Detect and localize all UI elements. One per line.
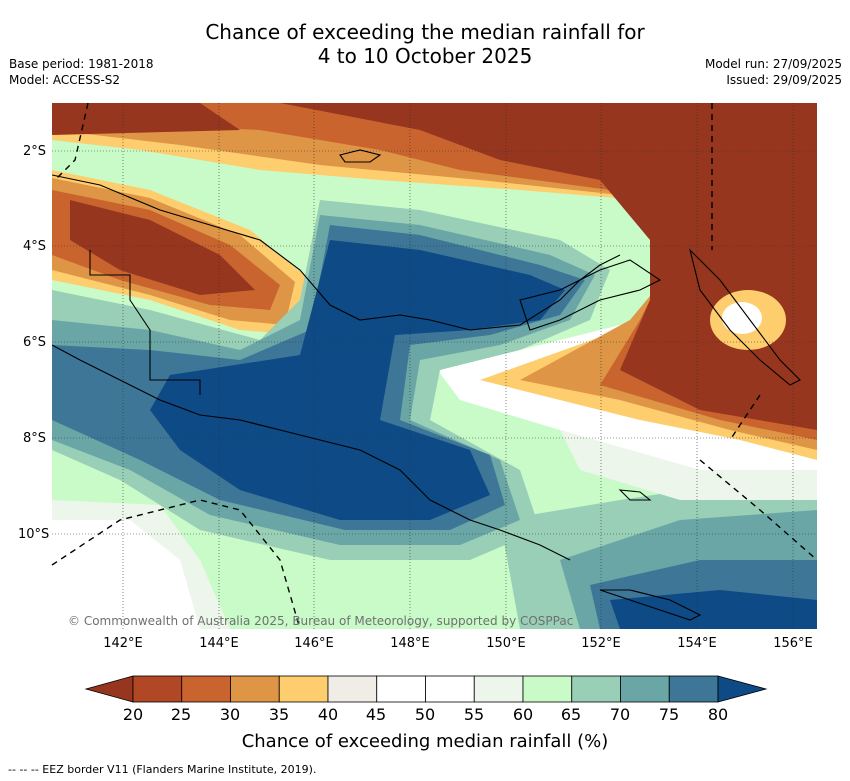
colorbar-box (425, 675, 475, 703)
colorbar-tick: 50 (414, 705, 436, 724)
colorbar (84, 675, 768, 703)
colorbar-box (132, 675, 183, 703)
colorbar-tick: 30 (219, 705, 241, 724)
coast-new-ireland (688, 248, 801, 386)
copyright-notice: © Commonwealth of Australia 2025, Bureau… (68, 614, 574, 628)
colorbar-box (522, 675, 573, 703)
model-name: Model: ACCESS-S2 (9, 73, 121, 87)
colorbar-tick: 45 (365, 705, 387, 724)
eez-east (729, 394, 761, 441)
field-white-spot (722, 302, 762, 334)
lon-label-152: 152°E (581, 636, 621, 651)
eez-southeast (699, 459, 818, 561)
lon-label-144: 144°E (199, 636, 239, 651)
coast-new-guinea-south (52, 344, 571, 561)
colorbar-box (668, 675, 719, 703)
field-wet-core (150, 240, 565, 520)
coast-west-border (89, 250, 201, 395)
field-southwest-white (52, 520, 200, 629)
issued-date: Issued: 29/09/2025 (726, 73, 842, 87)
lat-label-4s: 4°S (22, 239, 46, 254)
coast-new-guinea-north (52, 174, 621, 331)
eez-footnote: -- -- -- EEZ border V11 (Flanders Marine… (8, 763, 317, 776)
eez-south (51, 499, 301, 630)
model-run: Model run: 27/09/2025 (704, 57, 842, 71)
colorbar-low-arrow (84, 675, 134, 703)
lon-label-154: 154°E (677, 636, 717, 651)
colorbar-box (620, 675, 670, 703)
colorbar-title: Chance of exceeding median rainfall (%) (241, 731, 609, 752)
colorbar-boxes (132, 675, 719, 703)
coast-louisiade (618, 489, 652, 501)
colorbar-tick: 40 (317, 705, 339, 724)
lon-label-156: 156°E (773, 636, 813, 651)
colorbar-box (181, 675, 231, 703)
colorbar-tick: 75 (658, 705, 680, 724)
lat-label-8s: 8°S (22, 431, 46, 446)
colorbar-box (327, 675, 378, 703)
map-field (52, 103, 817, 629)
colorbar-tick: 60 (512, 705, 534, 724)
field-southeast-darkblue (610, 590, 817, 629)
colorbar-box (230, 675, 280, 703)
colorbar-box (473, 675, 524, 703)
colorbar-tick: 80 (707, 705, 729, 724)
map-title-line1: Chance of exceeding the median rainfall … (205, 20, 645, 44)
field-west-dry-core (70, 200, 255, 295)
map-title-line2: 4 to 10 October 2025 (317, 44, 533, 68)
colorbar-tick: 70 (609, 705, 631, 724)
eez-borders (51, 102, 818, 630)
colorbar-tick: 25 (170, 705, 192, 724)
colorbar-box (278, 675, 329, 703)
field-dry-core (280, 103, 817, 430)
field-dry-west (52, 103, 240, 135)
base-period: Base period: 1981-2018 (9, 57, 154, 71)
meta-right: Model run: 27/09/2025 Issued: 29/09/2025 (705, 56, 842, 88)
colorbar-box (571, 675, 621, 703)
lon-label-150: 150°E (486, 636, 526, 651)
colorbar-tick: 20 (122, 705, 144, 724)
colorbar-tick: 55 (463, 705, 485, 724)
colorbar-tick: 65 (560, 705, 582, 724)
field-east-light (560, 430, 817, 500)
lon-label-146: 146°E (294, 636, 334, 651)
eez-north (54, 102, 89, 181)
graticule (52, 103, 817, 629)
lat-label-10s: 10°S (18, 527, 50, 542)
meta-left: Base period: 1981-2018 Model: ACCESS-S2 (9, 56, 154, 88)
colorbar-tick: 35 (268, 705, 290, 724)
lat-label-2s: 2°S (22, 144, 46, 159)
colorbar-high-arrow (717, 675, 768, 703)
lon-label-148: 148°E (390, 636, 430, 651)
lat-label-6s: 6°S (22, 335, 46, 350)
coast-solomons (599, 589, 702, 621)
lon-label-142: 142°E (103, 636, 143, 651)
colorbar-box (376, 675, 426, 703)
coastlines (52, 149, 801, 621)
coast-new-britain (519, 259, 662, 331)
coast-manus (339, 149, 382, 163)
